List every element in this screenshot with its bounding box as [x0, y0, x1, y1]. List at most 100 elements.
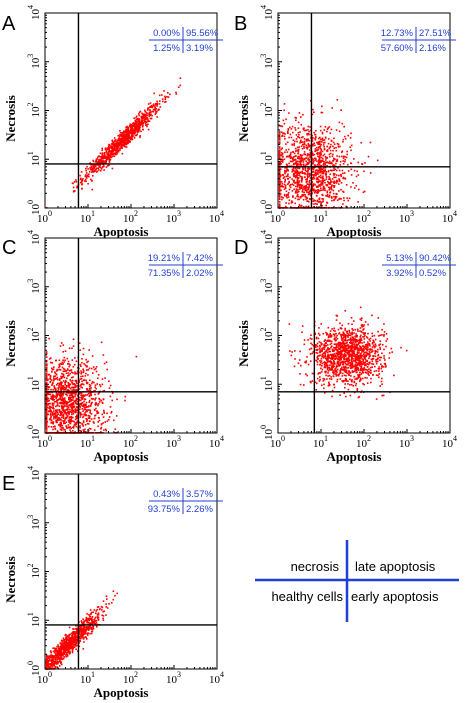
pct-upper-right: 27.51%	[419, 28, 452, 39]
y-tick-label: 10	[30, 9, 42, 21]
data-point	[303, 193, 305, 196]
data-point	[48, 358, 51, 360]
data-point	[53, 410, 55, 412]
data-point	[318, 163, 321, 166]
data-point	[297, 198, 299, 201]
data-point	[284, 171, 286, 173]
data-point	[321, 176, 324, 179]
data-point	[324, 169, 326, 172]
data-point	[115, 153, 117, 156]
data-point	[138, 129, 141, 131]
data-point	[95, 370, 98, 373]
data-point	[323, 179, 326, 181]
data-point	[329, 178, 331, 181]
data-point	[346, 363, 349, 366]
data-point	[280, 148, 283, 151]
data-point	[128, 125, 131, 127]
data-point	[321, 111, 324, 114]
data-point	[47, 397, 50, 400]
data-point	[393, 374, 395, 377]
data-point	[63, 428, 65, 431]
data-point	[289, 154, 291, 157]
data-point	[320, 138, 322, 141]
data-point	[50, 419, 53, 422]
data-point	[97, 411, 99, 413]
data-point	[65, 386, 67, 389]
data-point	[99, 398, 101, 401]
data-point	[296, 170, 298, 173]
data-point	[314, 191, 317, 193]
data-point	[123, 139, 126, 142]
data-point	[91, 179, 93, 182]
data-point	[49, 381, 51, 384]
data-point	[69, 410, 72, 413]
data-point	[57, 419, 59, 422]
data-point	[315, 389, 317, 391]
data-point	[73, 425, 75, 428]
data-point	[300, 185, 303, 187]
data-point	[352, 341, 354, 344]
x-tick-label: 10	[166, 438, 178, 450]
panel-letter: C	[2, 237, 16, 259]
data-point	[356, 378, 358, 380]
y-tick-label-group: 103	[26, 54, 42, 69]
data-point	[356, 334, 358, 337]
data-point	[332, 145, 334, 148]
data-point	[358, 373, 361, 376]
data-point	[299, 175, 302, 178]
data-point	[74, 408, 77, 410]
data-point	[300, 204, 303, 207]
y-tick-label-group: 104	[26, 5, 42, 20]
data-point	[316, 186, 318, 188]
data-point	[84, 424, 87, 426]
data-point	[97, 425, 99, 428]
data-point	[391, 351, 393, 353]
data-point	[298, 180, 300, 182]
data-point	[312, 145, 314, 147]
data-point	[287, 173, 289, 176]
data-point	[359, 341, 362, 344]
data-point	[324, 339, 326, 341]
data-point	[285, 118, 287, 121]
data-point	[99, 383, 101, 386]
data-point	[351, 379, 353, 381]
data-point	[351, 371, 354, 373]
data-point	[81, 361, 83, 364]
data-point	[381, 370, 383, 373]
data-point	[62, 398, 65, 401]
x-tick-exponent: 0	[48, 434, 52, 443]
data-point	[323, 383, 325, 386]
data-point	[338, 344, 341, 346]
data-point	[326, 190, 329, 192]
data-point	[49, 377, 51, 380]
data-point	[88, 415, 91, 418]
data-point	[75, 425, 78, 428]
y-tick-label-group: 101	[259, 151, 275, 166]
data-point	[98, 155, 100, 157]
data-point	[304, 165, 307, 167]
data-point	[359, 347, 361, 349]
data-point	[147, 108, 149, 111]
data-point	[316, 345, 319, 348]
data-point	[307, 205, 310, 208]
data-point	[69, 383, 72, 386]
data-point	[289, 185, 291, 187]
data-point	[54, 389, 57, 392]
data-point	[357, 377, 359, 379]
data-point	[90, 403, 92, 405]
data-point	[47, 385, 49, 388]
data-point	[328, 374, 331, 377]
data-point	[304, 129, 306, 132]
data-point	[53, 417, 55, 420]
data-point	[332, 189, 335, 192]
data-point	[339, 160, 342, 163]
data-point	[111, 392, 114, 394]
data-point	[358, 376, 360, 379]
data-point	[57, 398, 60, 401]
data-point	[288, 112, 290, 114]
data-point	[68, 396, 70, 399]
data-point	[68, 417, 70, 419]
data-point	[313, 175, 315, 177]
data-point	[356, 388, 359, 390]
data-point	[69, 396, 71, 399]
